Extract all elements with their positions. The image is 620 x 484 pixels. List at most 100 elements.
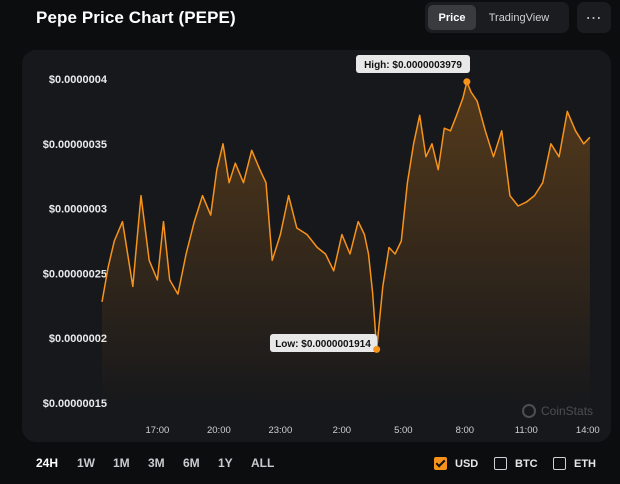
data-point <box>358 221 359 222</box>
data-point <box>567 111 568 112</box>
range-24h[interactable]: 24H <box>36 456 59 470</box>
data-point <box>485 130 486 131</box>
low-label: Low: $0.0000001914 <box>275 339 371 350</box>
data-point <box>259 169 260 170</box>
data-point <box>132 286 133 287</box>
data-point <box>243 182 244 183</box>
data-point <box>462 98 463 99</box>
page-title: Pepe Price Chart (PEPE) <box>36 8 236 27</box>
btc-checkbox[interactable] <box>494 457 507 470</box>
price-area-fill <box>102 81 590 405</box>
data-point <box>450 130 451 131</box>
data-point <box>122 221 123 222</box>
data-point <box>413 143 414 144</box>
data-point <box>431 143 432 144</box>
x-tick-label: 8:00 <box>456 425 475 436</box>
high-point <box>463 78 471 86</box>
data-point <box>229 182 230 183</box>
x-tick-label: 17:00 <box>145 425 169 436</box>
data-point <box>518 205 519 206</box>
data-point <box>407 182 408 183</box>
data-point <box>157 279 158 280</box>
data-point <box>509 195 510 196</box>
price-tab[interactable]: Price <box>428 5 476 30</box>
data-point <box>575 130 576 131</box>
data-point <box>401 240 402 241</box>
range-1y[interactable]: 1Y <box>218 456 233 470</box>
x-tick-label: 2:00 <box>333 425 352 436</box>
data-point <box>149 260 150 261</box>
x-tick-label: 20:00 <box>207 425 231 436</box>
data-point <box>470 91 471 92</box>
usd-checkbox[interactable] <box>434 457 447 470</box>
data-point <box>222 143 223 144</box>
chart-footer: 24H 1W 1M 3M 6M 1Y ALL USD BTC ETH <box>22 448 611 480</box>
data-point <box>372 292 373 293</box>
low-point <box>373 345 381 353</box>
x-tick-label: 23:00 <box>268 425 292 436</box>
data-point <box>438 169 439 170</box>
eth-label[interactable]: ETH <box>574 458 596 470</box>
data-point <box>425 156 426 157</box>
data-point <box>333 270 334 271</box>
range-3m[interactable]: 3M <box>148 456 165 470</box>
data-point <box>177 294 178 295</box>
usd-label[interactable]: USD <box>455 458 479 470</box>
data-point <box>526 202 527 203</box>
data-point <box>542 182 543 183</box>
data-point <box>583 143 584 144</box>
y-tick-label: $0.00000035 <box>43 139 107 151</box>
data-point <box>169 279 170 280</box>
data-point <box>317 247 318 248</box>
watermark-text: CoinStats <box>541 404 593 418</box>
data-point <box>288 195 289 196</box>
range-1w[interactable]: 1W <box>77 456 95 470</box>
y-tick-label: $0.00000015 <box>43 398 107 410</box>
data-point <box>251 150 252 151</box>
coinstats-logo-icon <box>522 404 536 418</box>
data-point <box>534 195 535 196</box>
x-tick-label: 14:00 <box>576 425 600 436</box>
data-point <box>325 253 326 254</box>
range-6m[interactable]: 6M <box>183 456 200 470</box>
data-point <box>163 221 164 222</box>
range-1m[interactable]: 1M <box>113 456 130 470</box>
y-tick-label: $0.0000003 <box>49 204 107 216</box>
data-point <box>265 182 266 183</box>
data-point <box>306 234 307 235</box>
y-tick-label: $0.0000002 <box>49 333 107 345</box>
more-options-icon[interactable]: ⋯ <box>577 2 611 33</box>
data-point <box>388 247 389 248</box>
data-point <box>114 240 115 241</box>
data-point <box>368 253 369 254</box>
data-point <box>101 301 102 302</box>
low-marker: Low: $0.0000001914 <box>270 334 381 353</box>
data-point <box>235 163 236 164</box>
data-point <box>216 169 217 170</box>
data-point <box>559 156 560 157</box>
data-point <box>395 253 396 254</box>
data-point <box>456 115 457 116</box>
data-point <box>202 195 203 196</box>
data-point <box>194 221 195 222</box>
data-point <box>477 100 478 101</box>
eth-checkbox[interactable] <box>553 457 566 470</box>
y-tick-label: $0.00000025 <box>43 268 107 280</box>
data-point <box>364 234 365 235</box>
data-point <box>296 227 297 228</box>
data-point <box>186 253 187 254</box>
data-point <box>444 128 445 129</box>
data-point <box>272 260 273 261</box>
data-point <box>210 215 211 216</box>
data-point <box>493 156 494 157</box>
x-tick-label: 5:00 <box>394 425 413 436</box>
range-all[interactable]: ALL <box>251 456 275 470</box>
data-point <box>341 234 342 235</box>
tradingview-tab[interactable]: TradingView <box>488 11 550 24</box>
price-line <box>101 80 591 351</box>
data-point <box>280 234 281 235</box>
data-point <box>140 195 141 196</box>
btc-label[interactable]: BTC <box>515 458 538 470</box>
high-label: High: $0.0000003979 <box>364 60 462 71</box>
